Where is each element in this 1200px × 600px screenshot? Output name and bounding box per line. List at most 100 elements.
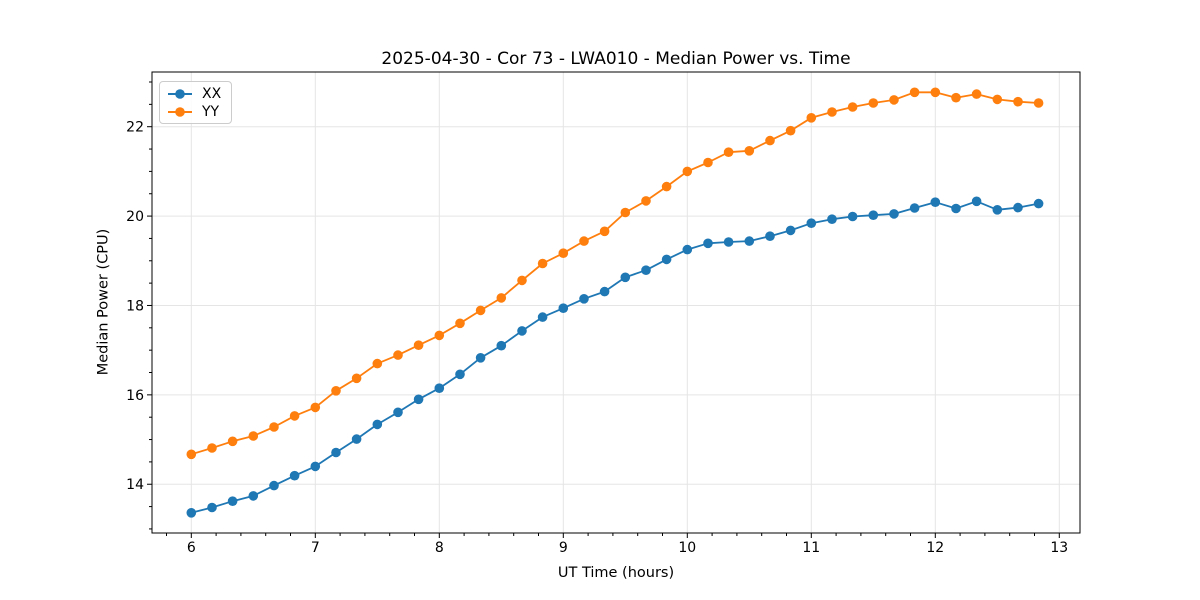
data-point [351,373,362,384]
chart-title: 2025-04-30 - Cor 73 - LWA010 - Median Po… [381,49,851,69]
data-point [475,353,486,363]
data-point [971,89,982,99]
data-point [579,294,589,304]
data-point [269,480,279,491]
data-point [372,358,383,369]
data-point [227,436,238,447]
data-point [207,443,217,453]
series-yy [186,87,1044,460]
data-point [661,181,672,192]
y-tick-label: 18 [126,298,144,314]
legend-item-xx: XX [167,85,221,102]
data-point [930,197,941,207]
data-point [331,386,341,396]
data-point [289,411,300,421]
data-point [682,244,693,255]
data-point [827,107,837,117]
legend-item-yy: YY [167,103,221,120]
data-point [703,157,713,168]
x-tick-label: 12 [926,540,944,556]
plot-border [151,71,1081,534]
x-tick-label: 10 [678,540,696,556]
x-tick-label: 6 [187,540,196,556]
data-point [351,434,362,444]
data-point [517,275,527,286]
data-point [723,237,734,247]
data-point [517,326,527,336]
series-xx [186,196,1044,518]
data-point [744,236,755,246]
data-point [682,166,693,177]
y-axis-label: Median Power (CPU) [95,228,112,376]
data-point [558,303,569,314]
data-point [641,265,651,276]
data-point [496,340,507,351]
data-point [269,422,279,432]
data-point [951,203,961,214]
data-point [868,98,879,108]
data-point [889,209,899,219]
data-point [207,502,217,513]
data-point [331,447,341,458]
data-point [475,305,486,316]
legend-line-marker-icon [168,88,192,99]
x-axis-label: UT Time (hours) [557,565,675,581]
data-point [785,125,796,136]
data-point [868,210,879,220]
data-point [765,231,775,241]
x-tick-label: 9 [559,540,568,556]
data-point [1033,98,1044,108]
data-point [579,236,589,246]
data-point [413,340,424,351]
data-point [1013,202,1023,213]
data-point [537,258,548,269]
axis-ticks [147,81,1060,538]
y-tick-label: 22 [126,120,144,136]
data-point [909,87,920,98]
x-tick-label: 7 [311,540,320,556]
data-point [496,293,507,303]
data-point [641,196,651,206]
grid [152,72,1080,533]
y-tick-label: 14 [126,477,144,493]
data-point [806,113,817,123]
data-point [661,254,672,265]
tick-labels: 6 7 8 9 10 11 12 13 14 16 18 20 22 [126,120,1068,556]
data-point [558,248,569,258]
x-tick-label: 8 [435,540,444,556]
legend-label-xx: XX [202,85,222,102]
data-point [413,394,424,405]
data-point [620,207,631,218]
data-point [393,407,403,418]
legend-line-marker-icon [168,106,192,117]
data-point [310,402,321,413]
data-point [310,461,321,472]
data-point [620,272,631,283]
data-point [455,318,465,329]
data-point [248,491,259,501]
data-point [186,508,197,518]
data-point [723,147,734,157]
data-point [744,146,755,156]
data-point [434,383,445,394]
data-point [971,196,982,207]
x-tick-label: 13 [1050,540,1068,556]
data-point [599,226,610,237]
data-point [372,419,383,430]
data-point [186,449,197,460]
data-point [1033,198,1044,209]
data-point [806,218,817,228]
data-point [992,94,1003,105]
y-tick-label: 16 [126,388,144,404]
data-point [289,470,300,481]
data-point [909,203,920,213]
data-point [827,214,837,224]
data-point [434,330,445,341]
data-point [227,496,238,507]
x-tick-label: 11 [802,540,820,556]
data-point [765,135,775,146]
y-tick-label: 20 [126,209,144,225]
data-point [393,350,403,360]
